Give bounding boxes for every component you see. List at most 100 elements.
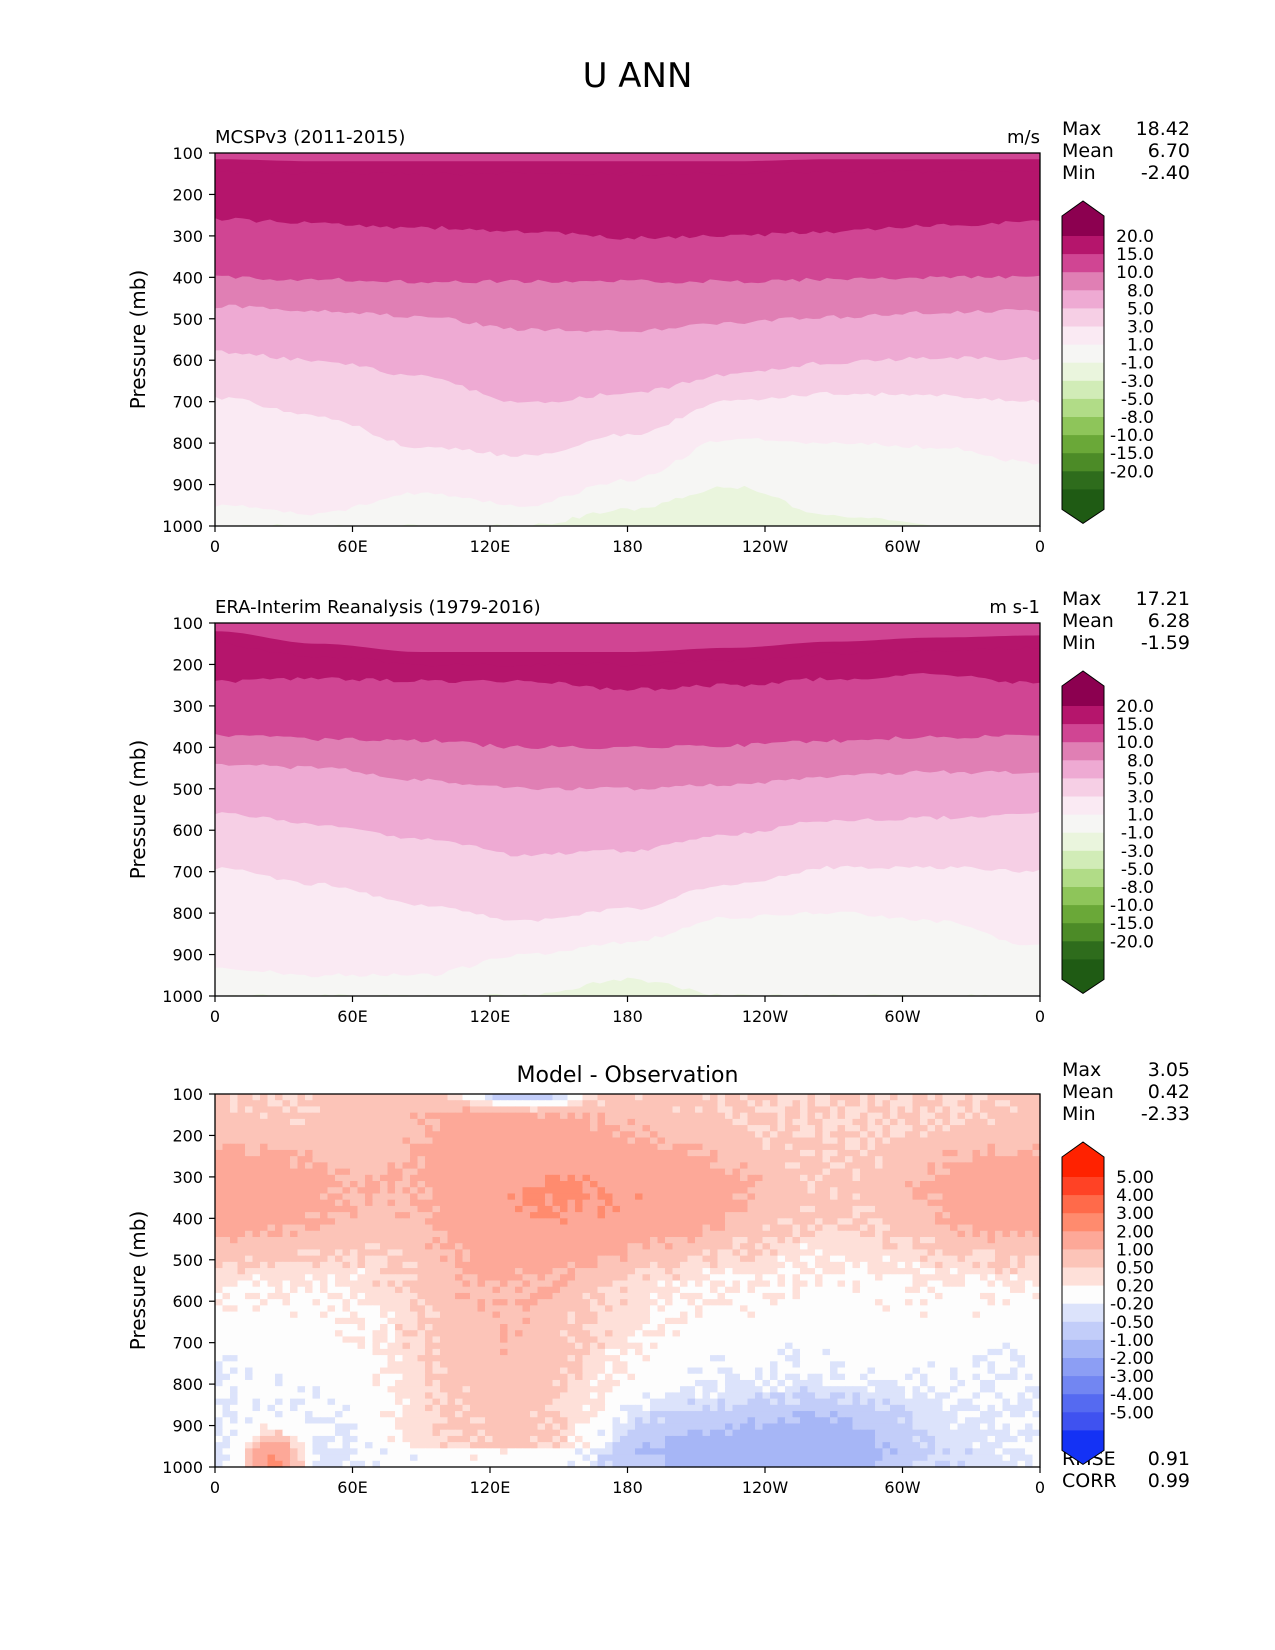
difference-cell (432, 1149, 441, 1157)
difference-cell (942, 1205, 951, 1213)
difference-cell (222, 1230, 231, 1238)
difference-cell (545, 1355, 554, 1362)
difference-cell (402, 1324, 411, 1331)
difference-cell (800, 1361, 809, 1369)
difference-cell (470, 1187, 479, 1195)
difference-cell (755, 1292, 764, 1300)
difference-cell (980, 1355, 989, 1362)
difference-cell (260, 1199, 269, 1207)
difference-cell (537, 1156, 546, 1163)
difference-cell (365, 1131, 374, 1139)
difference-cell (882, 1094, 891, 1101)
difference-cell (702, 1137, 711, 1145)
difference-cell (725, 1218, 734, 1226)
difference-cell (642, 1106, 651, 1114)
difference-cell (830, 1181, 839, 1188)
difference-cell (290, 1162, 299, 1170)
difference-cell (477, 1249, 486, 1257)
difference-cell (327, 1361, 336, 1369)
difference-cell (717, 1212, 726, 1219)
difference-cell (717, 1187, 726, 1195)
difference-cell (372, 1236, 381, 1244)
difference-cell (432, 1230, 441, 1238)
difference-cell (860, 1106, 869, 1114)
difference-cell (732, 1342, 741, 1350)
difference-cell (800, 1149, 809, 1157)
difference-cell (402, 1317, 411, 1325)
difference-cell (882, 1348, 891, 1356)
difference-cell (920, 1292, 929, 1300)
difference-cell (447, 1156, 456, 1163)
difference-cell (875, 1348, 884, 1356)
difference-cell (867, 1118, 876, 1126)
difference-cell (740, 1249, 749, 1257)
difference-cell (567, 1143, 576, 1151)
difference-cell (372, 1249, 381, 1257)
difference-cell (1025, 1355, 1034, 1362)
difference-cell (815, 1355, 824, 1362)
difference-cell (297, 1100, 306, 1108)
difference-cell (477, 1224, 486, 1232)
difference-cell (1032, 1187, 1041, 1195)
difference-cell (365, 1330, 374, 1338)
difference-cell (912, 1230, 921, 1238)
difference-cell (957, 1181, 966, 1188)
difference-cell (545, 1100, 554, 1108)
difference-cell (597, 1162, 606, 1170)
difference-cell (515, 1112, 524, 1120)
difference-cell (515, 1280, 524, 1288)
difference-cell (470, 1249, 479, 1257)
difference-cell (425, 1348, 434, 1356)
difference-cell (642, 1299, 651, 1306)
difference-cell (305, 1224, 314, 1232)
difference-cell (567, 1187, 576, 1195)
difference-cell (327, 1280, 336, 1288)
difference-cell (260, 1174, 269, 1182)
difference-cell (897, 1181, 906, 1188)
difference-cell (222, 1212, 231, 1219)
difference-cell (815, 1336, 824, 1344)
difference-cell (252, 1280, 261, 1288)
difference-cell (657, 1162, 666, 1170)
difference-cell (845, 1330, 854, 1338)
difference-cell (882, 1218, 891, 1226)
difference-cell (335, 1168, 344, 1176)
difference-cell (455, 1286, 464, 1294)
difference-cell (627, 1137, 636, 1145)
difference-cell (290, 1193, 299, 1201)
difference-cell (612, 1255, 621, 1263)
difference-cell (672, 1162, 681, 1170)
colorbar-label: 5.0 (1127, 769, 1154, 789)
difference-cell (560, 1292, 569, 1300)
difference-cell (312, 1193, 321, 1201)
difference-cell (747, 1149, 756, 1157)
difference-cell (260, 1181, 269, 1188)
difference-cell (650, 1162, 659, 1170)
difference-cell (417, 1261, 426, 1269)
difference-cell (897, 1137, 906, 1145)
difference-cell (725, 1212, 734, 1219)
difference-cell (530, 1268, 539, 1275)
difference-cell (350, 1236, 359, 1244)
difference-cell (432, 1205, 441, 1213)
difference-cell (290, 1286, 299, 1294)
difference-cell (560, 1156, 569, 1163)
difference-cell (327, 1187, 336, 1195)
difference-cell (230, 1094, 239, 1101)
difference-cell (455, 1174, 464, 1182)
difference-cell (627, 1348, 636, 1356)
difference-cell (297, 1299, 306, 1306)
difference-cell (687, 1199, 696, 1207)
difference-cell (942, 1112, 951, 1120)
difference-cell (695, 1162, 704, 1170)
difference-cell (417, 1100, 426, 1108)
difference-cell (327, 1249, 336, 1257)
difference-cell (972, 1112, 981, 1120)
difference-cell (860, 1324, 869, 1331)
difference-cell (620, 1106, 629, 1114)
difference-cell (582, 1280, 591, 1288)
difference-cell (485, 1125, 494, 1132)
difference-cell (432, 1268, 441, 1275)
difference-cell (890, 1255, 899, 1263)
difference-cell (1002, 1094, 1011, 1101)
